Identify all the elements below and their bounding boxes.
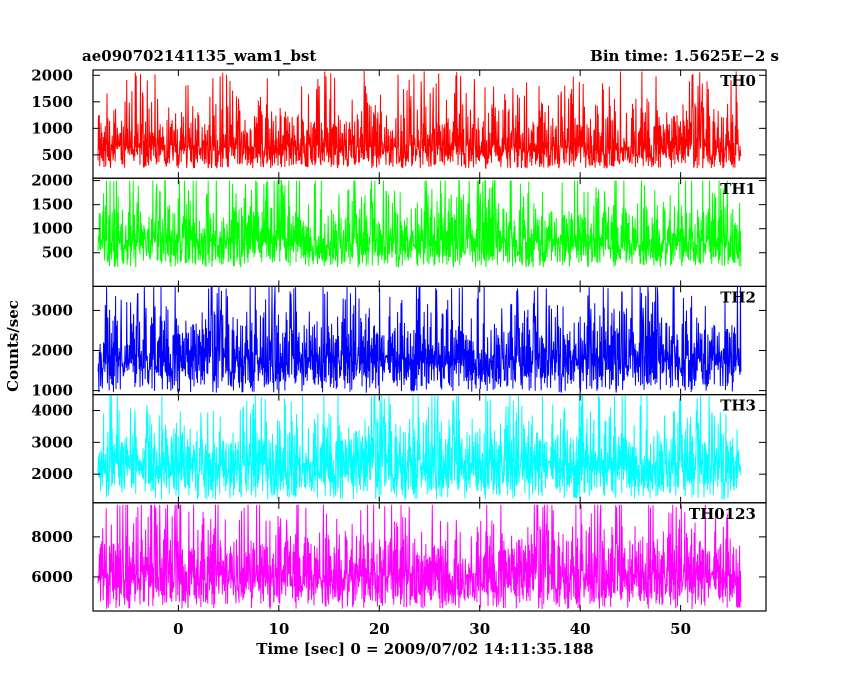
y-tick-label: 500 [42,244,73,262]
y-tick-label: 1500 [31,93,73,111]
panel-th2: 1000 2000 3000 TH2 [31,285,767,400]
series-line-th2 [97,286,742,393]
series-line-th1 [97,179,742,268]
y-tick-label: 1000 [31,119,73,137]
panel-frame [92,502,767,612]
y-axis-title: Counts/sec [4,300,22,392]
chart-title: ae090702141135_wam1_bst [82,47,316,65]
y-tick-label: 500 [42,146,73,164]
x-tick-label: 50 [670,620,691,638]
x-tick-label: 40 [570,620,591,638]
y-tick-label: 2000 [31,342,73,360]
series-label-th0: TH0 [720,72,756,90]
y-tick-label: 3000 [31,433,73,451]
series-line-th0 [97,71,742,169]
y-tick-label: 2000 [31,465,73,483]
y-tick-label: 2000 [31,66,73,84]
y-tick-label: 4000 [31,402,73,420]
panels: 500 1000 1500 2000 TH0 500 1000 1500 2000 TH1 1000… [31,66,767,612]
series-label-th1: TH1 [720,180,756,198]
x-tick-label: 20 [369,620,390,638]
y-tick-label: 3000 [31,301,73,319]
x-axis-title: Time [sec] 0 = 2009/07/02 14:11:35.188 [256,640,593,658]
series-label-th3: TH3 [720,397,756,415]
panel-th0123: 6000 8000 TH0123 [31,502,767,612]
x-tick-label: 10 [268,620,289,638]
y-tick-label: 1500 [31,196,73,214]
y-tick-label: 1000 [31,220,73,238]
bin-time-label: Bin time: 1.5625E−2 s [590,47,779,65]
series-label-th0123: TH0123 [689,505,756,523]
y-tick-label: 1000 [31,382,73,400]
panel-th1: 500 1000 1500 2000 TH1 [31,172,767,287]
x-tick-label: 30 [469,620,490,638]
y-tick-label: 2000 [31,172,73,190]
y-tick-label: 8000 [31,528,73,546]
panel-th0: 500 1000 1500 2000 TH0 [31,66,767,179]
x-tick-label: 0 [173,620,183,638]
x-axis: 0 10 20 30 40 50 [173,620,691,638]
series-label-th2: TH2 [720,288,756,306]
y-tick-label: 6000 [31,568,73,586]
series-line-th0123 [97,504,742,609]
panel-th3: 2000 3000 4000 TH3 [31,394,767,504]
series-line-th3 [97,394,742,500]
